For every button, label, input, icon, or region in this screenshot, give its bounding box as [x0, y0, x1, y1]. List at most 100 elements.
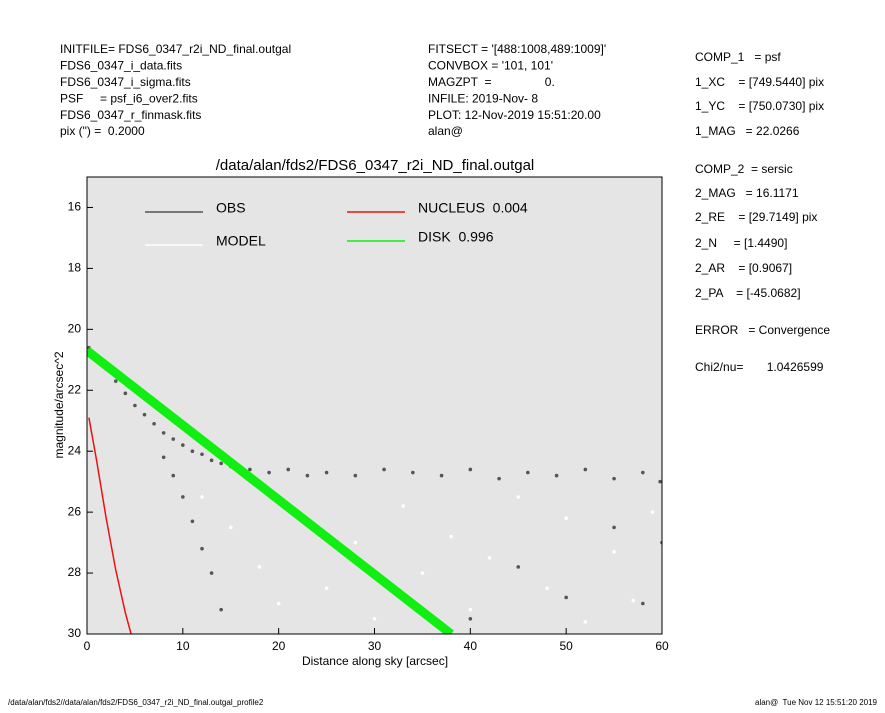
component-line: COMP_2 = sersic: [695, 162, 793, 176]
data-point: [468, 607, 473, 612]
data-point: [516, 495, 521, 499]
data-point: [219, 607, 223, 612]
data-point: [219, 461, 223, 466]
data-point: [200, 546, 204, 551]
footer-left: /data/alan/fds2//data/alan/fds2/FDS6_034…: [8, 698, 264, 707]
data-point: [497, 476, 501, 481]
data-point: [641, 601, 645, 606]
data-point: [286, 467, 291, 472]
x-tick-label: 20: [272, 639, 286, 653]
data-point: [516, 565, 521, 569]
x-tick-label: 0: [84, 639, 91, 653]
data-point: [209, 458, 214, 463]
model-line: [87, 347, 454, 634]
data-point: [612, 549, 616, 554]
header-line: INFILE: 2019-Nov- 8: [428, 91, 538, 105]
data-point: [190, 449, 195, 454]
component-line: 1_YC = [750.0730] pix: [695, 99, 824, 113]
header-line: alan@: [428, 124, 463, 138]
x-axis-label: Distance along sky [arcsec]: [302, 654, 448, 668]
legend-label: MODEL: [216, 233, 266, 249]
data-point: [487, 556, 492, 560]
data-point: [324, 470, 329, 475]
x-tick-label: 50: [559, 639, 573, 653]
component-line: COMP_1 = psf: [695, 50, 781, 64]
data-point: [190, 519, 195, 524]
data-point: [411, 470, 415, 475]
x-tick-label: 10: [176, 639, 190, 653]
data-point: [200, 495, 204, 499]
component-line: 2_PA = [-45.0682]: [695, 286, 801, 300]
header-line: FDS6_0347_r_finmask.fits: [60, 108, 201, 122]
data-point: [468, 467, 473, 472]
header-line: INITFILE= FDS6_0347_r2i_ND_final.outgal: [60, 42, 291, 56]
x-tick-label: 40: [464, 639, 478, 653]
x-tick-label: 60: [655, 639, 669, 653]
component-line: 2_RE = [29.7149] pix: [695, 210, 817, 224]
data-point: [152, 421, 156, 426]
data-point: [181, 495, 185, 499]
data-point: [612, 525, 616, 530]
data-point: [276, 601, 281, 606]
data-point: [257, 565, 262, 569]
data-point: [583, 620, 588, 624]
data-point: [133, 403, 137, 408]
footer-right: alan@ Tue Nov 12 15:51:20 2019: [755, 698, 878, 707]
component-line: 2_N = [1.4490]: [695, 236, 787, 250]
data-point: [142, 412, 147, 417]
data-point: [468, 616, 473, 621]
y-tick-label: 30: [68, 626, 82, 640]
data-point: [545, 586, 549, 591]
data-point: [161, 455, 166, 460]
data-point: [583, 467, 588, 472]
component-line: Chi2/nu= 1.0426599: [695, 360, 824, 374]
data-point: [372, 616, 377, 621]
data-point: [650, 510, 655, 514]
header-line: MAGZPT = 0.: [428, 75, 555, 89]
y-axis-label: magnitude/arcsec^2: [52, 351, 66, 458]
data-point: [420, 571, 425, 575]
y-tick-label: 20: [68, 322, 82, 336]
x-tick-label: 30: [368, 639, 382, 653]
model-line: [88, 417, 132, 634]
y-tick-label: 22: [68, 382, 82, 396]
header-line: pix (") = 0.2000: [60, 124, 145, 138]
plot-area: [87, 177, 662, 634]
data-point: [526, 470, 530, 475]
data-point: [305, 473, 310, 478]
plot-layer: [87, 345, 662, 634]
component-line: ERROR = Convergence: [695, 323, 830, 337]
component-line: 1_MAG = 22.0266: [695, 124, 800, 138]
data-point: [181, 443, 185, 447]
data-point: [564, 595, 568, 600]
chart-title: /data/alan/fds2/FDS6_0347_r2i_ND_final.o…: [216, 157, 535, 174]
legend-label: NUCLEUS 0.004: [418, 200, 528, 216]
data-point: [353, 473, 358, 478]
component-line: 1_XC = [749.5440] pix: [695, 75, 824, 89]
header-line: FDS6_0347_i_sigma.fits: [60, 75, 191, 89]
y-tick-label: 26: [68, 504, 82, 518]
y-tick-label: 28: [68, 565, 82, 579]
data-point: [228, 525, 233, 530]
data-point: [554, 473, 559, 478]
data-point: [631, 598, 636, 603]
plot-frame: [86, 176, 663, 635]
header-line: FITSECT = '[488:1008,489:1009]': [428, 42, 606, 56]
data-point: [161, 431, 166, 435]
component-line: 2_MAG = 16.1171: [695, 186, 799, 200]
data-point: [209, 571, 214, 575]
data-point: [248, 467, 252, 472]
data-point: [564, 516, 568, 521]
y-tick-label: 16: [68, 200, 82, 214]
data-point: [439, 473, 444, 478]
legend-label: DISK 0.996: [418, 229, 494, 245]
data-point: [171, 437, 176, 441]
header-line: CONVBOX = '101, 101': [428, 59, 553, 73]
y-tick-label: 18: [68, 261, 82, 275]
data-point: [641, 470, 645, 475]
data-point: [171, 473, 176, 478]
data-point: [113, 379, 118, 383]
y-tick-label: 24: [68, 443, 82, 457]
data-point: [401, 504, 406, 508]
